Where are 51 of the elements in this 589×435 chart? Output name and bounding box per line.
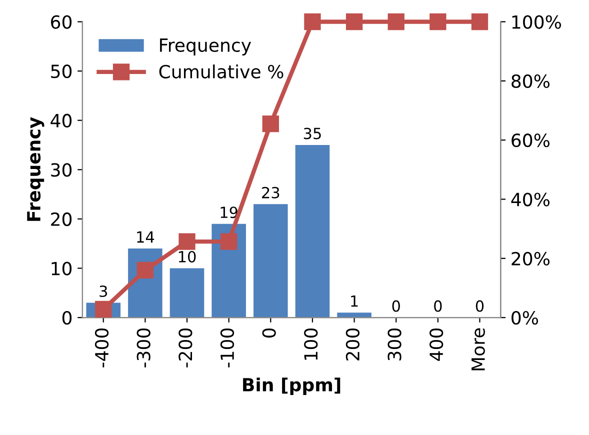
y-tick-label: 10 <box>52 262 72 276</box>
x-tick-label: 0 <box>262 328 276 338</box>
x-tick-label: -200 <box>178 328 192 368</box>
point <box>471 13 488 30</box>
y2-tick-label: 40% <box>511 192 550 206</box>
data-label: 14 <box>137 231 154 243</box>
x-tick-label: More <box>472 328 485 370</box>
y-tick-label: 20 <box>51 212 72 226</box>
data-label: 3 <box>100 285 108 298</box>
data-label: 0 <box>392 300 400 312</box>
bar <box>170 268 204 318</box>
y2-tick-label: 100% <box>512 15 561 29</box>
y-tick-label: 40 <box>50 114 72 128</box>
y2-tick-label: 60% <box>512 134 550 148</box>
y-tick-label: 50 <box>51 64 72 78</box>
legend-label: Cumulative % <box>159 64 284 78</box>
x-tick-label: -300 <box>136 328 150 368</box>
point <box>304 13 321 30</box>
x-tick-label: 200 <box>346 328 360 360</box>
x-axis-title: Bin [ppm] <box>243 378 340 396</box>
data-label: 0 <box>476 300 484 312</box>
y2-tick-label: 20% <box>512 252 550 266</box>
bar <box>295 145 330 318</box>
point <box>430 13 446 30</box>
x-tick-label: 300 <box>388 328 402 360</box>
y-axis-title: Frequency <box>27 117 44 221</box>
x-tick-label: 400 <box>430 328 444 361</box>
point <box>262 115 279 132</box>
y2-tick-label: 0% <box>512 311 538 325</box>
point <box>178 233 196 250</box>
x-tick-label: -100 <box>220 328 234 368</box>
bar <box>254 204 288 318</box>
y-tick-label: 0 <box>62 311 72 325</box>
data-label: 19 <box>220 206 238 218</box>
point <box>95 300 112 318</box>
point <box>388 13 404 30</box>
point <box>220 233 238 250</box>
y2-tick-label: 80% <box>512 74 550 88</box>
y-tick-label: 60 <box>51 15 72 29</box>
point <box>346 13 363 30</box>
x-tick-label: -400 <box>94 328 109 368</box>
x-tick-label: 100 <box>304 328 318 360</box>
bar <box>337 312 372 318</box>
point <box>136 262 154 279</box>
data-label: 1 <box>351 296 358 307</box>
data-label: 23 <box>262 186 280 198</box>
legend-label: Frequency <box>160 38 252 56</box>
data-label: 35 <box>304 128 321 140</box>
y-tick-label: 30 <box>51 163 72 177</box>
data-label: 10 <box>178 250 196 263</box>
data-label: 0 <box>434 300 442 312</box>
